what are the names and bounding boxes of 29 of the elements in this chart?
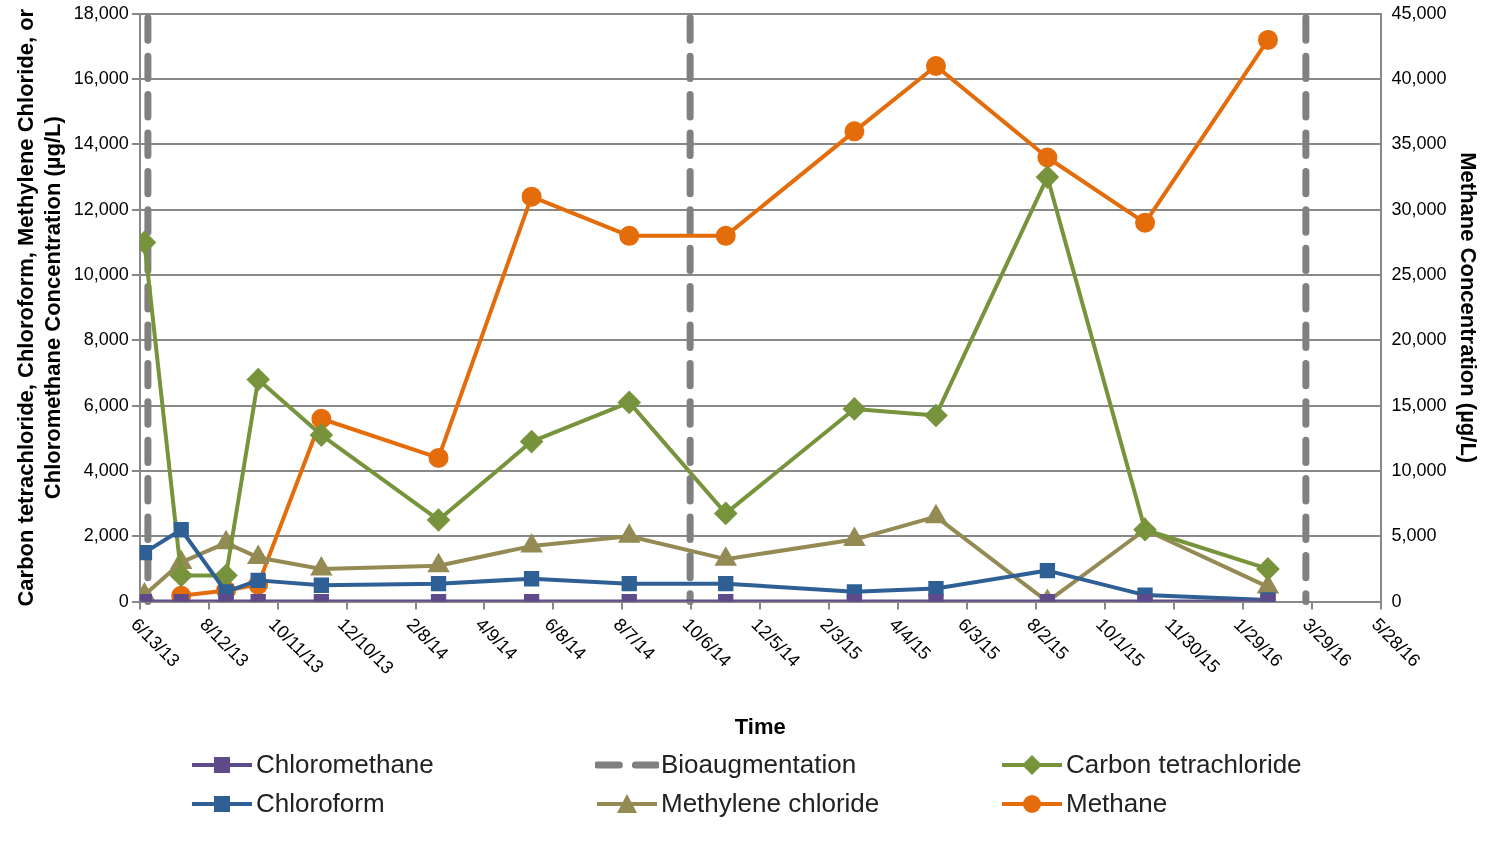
y-tick-label: 4,000 — [83, 459, 129, 480]
legend-label: Chloroform — [256, 788, 385, 819]
y2-tick-label: 20,000 — [1391, 329, 1447, 350]
legend-label: Methylene chloride — [661, 788, 880, 819]
legend-label: Methane — [1066, 788, 1168, 819]
legend-label: Carbon tetrachloride — [1066, 749, 1302, 780]
legend-label: Chloromethane — [256, 749, 434, 780]
y2-tick-label: 15,000 — [1391, 394, 1447, 415]
y2-tick-label: 0 — [1391, 590, 1402, 611]
y-tick-label: 16,000 — [73, 68, 129, 89]
y2-axis-title: Methane Concentration (µg/L) — [1455, 152, 1481, 464]
legend-label: Bioaugmentation — [661, 749, 857, 780]
y-tick-label: 14,000 — [73, 133, 129, 154]
y2-tick-label: 45,000 — [1391, 2, 1447, 23]
y-tick-label: 0 — [118, 590, 129, 611]
y-tick-label: 18,000 — [73, 2, 129, 23]
y2-tick-label: 5,000 — [1391, 525, 1437, 546]
y-tick-label: 2,000 — [83, 525, 129, 546]
y2-tick-label: 25,000 — [1391, 264, 1447, 285]
y-tick-label: 8,000 — [83, 329, 129, 350]
y-axis-title: Carbon tetrachloride, Chloroform, Methylene Chloride, or Chloromethane Concentration (µg/L) — [13, 8, 65, 607]
y2-tick-label: 40,000 — [1391, 68, 1447, 89]
y2-tick-label: 30,000 — [1391, 198, 1447, 219]
y2-tick-label: 10,000 — [1391, 459, 1447, 480]
y-tick-label: 10,000 — [73, 264, 129, 285]
x-axis-title: Time — [734, 713, 786, 739]
y-tick-label: 12,000 — [73, 198, 129, 219]
y2-tick-label: 35,000 — [1391, 133, 1447, 154]
y-tick-label: 6,000 — [83, 394, 129, 415]
